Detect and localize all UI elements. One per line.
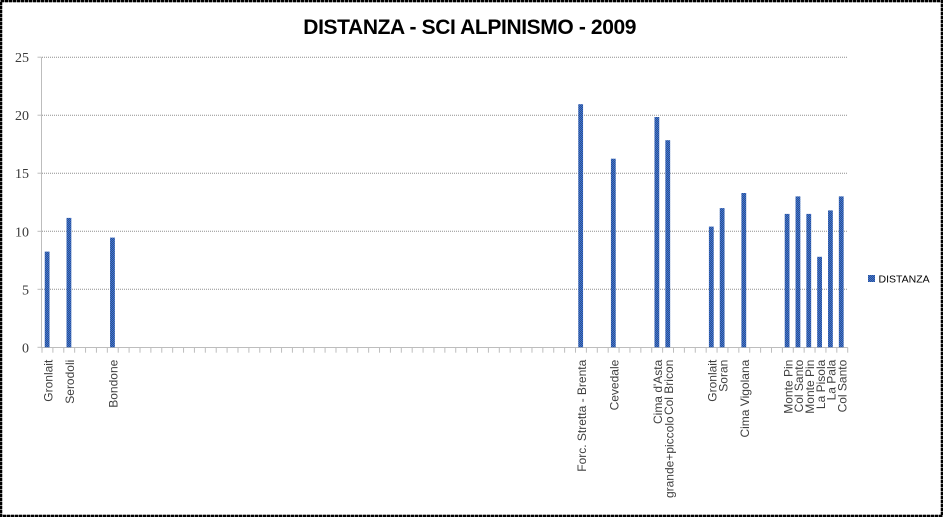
- svg-text:Col Santo: Col Santo: [835, 359, 849, 412]
- svg-text:Bondone: Bondone: [107, 359, 121, 407]
- svg-text:DISTANZA - SCI ALPINISMO - 200: DISTANZA - SCI ALPINISMO - 2009: [303, 16, 636, 39]
- svg-text:Cima Vigolana: Cima Vigolana: [738, 359, 752, 437]
- svg-text:Gronlait: Gronlait: [706, 359, 720, 402]
- svg-text:La Pala: La Pala: [825, 359, 839, 400]
- svg-text:Monte Pin: Monte Pin: [781, 360, 795, 414]
- svg-text:15: 15: [15, 167, 29, 182]
- svg-text:Serodoli: Serodoli: [63, 360, 77, 404]
- svg-text:grande+piccolo: grande+piccolo: [663, 416, 677, 498]
- svg-text:Cima d'Asta: Cima d'Asta: [651, 359, 665, 424]
- svg-text:Monte Pin: Monte Pin: [803, 360, 817, 414]
- svg-text:DISTANZA: DISTANZA: [879, 274, 930, 286]
- svg-text:10: 10: [15, 225, 29, 240]
- svg-text:0: 0: [22, 341, 29, 356]
- svg-text:25: 25: [15, 51, 29, 66]
- svg-text:Soran: Soran: [716, 360, 730, 392]
- svg-text:Col Bricon: Col Bricon: [662, 360, 676, 415]
- svg-text:Col Santo: Col Santo: [792, 359, 806, 412]
- svg-text:La Pisola: La Pisola: [814, 359, 828, 409]
- svg-text:Cevedale: Cevedale: [608, 359, 622, 410]
- svg-text:Gronlait: Gronlait: [41, 359, 55, 402]
- svg-text:20: 20: [15, 109, 29, 124]
- svg-text:5: 5: [22, 283, 29, 298]
- svg-text:Forc. Stretta - Brenta: Forc. Stretta - Brenta: [575, 359, 589, 471]
